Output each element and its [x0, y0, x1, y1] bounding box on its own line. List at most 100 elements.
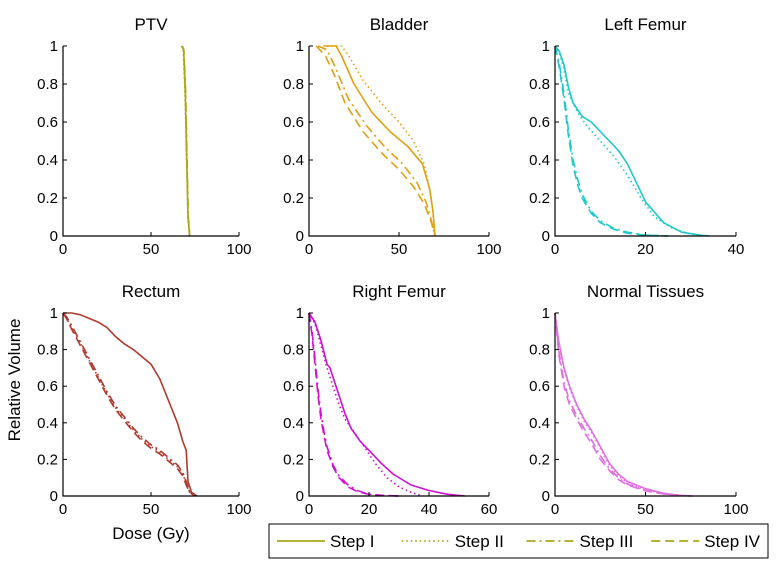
y-tick-label: 0.6: [283, 114, 304, 131]
series-line-step-iv: [181, 45, 191, 237]
y-tick-label: 1: [50, 305, 58, 322]
axes-spine: [62, 313, 239, 497]
axes-spine: [308, 313, 489, 497]
y-tick-label: 0.2: [283, 190, 304, 207]
panel-title: PTV: [134, 15, 168, 34]
series-line-step-i: [554, 45, 709, 237]
legend: Step I Step II Step III Step IV: [268, 523, 769, 559]
y-tick-label: 0.4: [529, 415, 550, 432]
series-line-step-ii: [554, 312, 693, 497]
y-tick-label: 0.4: [37, 415, 58, 432]
x-tick-label: 20: [361, 501, 378, 518]
x-tick-label: 40: [421, 501, 438, 518]
y-tick-label: 0.2: [529, 190, 550, 207]
y-tick-label: 0.8: [283, 76, 304, 93]
panel-rectum: 0 50 100 0 0.2 0.4 0.6 0.8 1 Rectum Dose (Gy) Relat…: [5, 282, 252, 543]
x-tick-label: 50: [143, 501, 160, 518]
x-tick-label: 20: [637, 241, 654, 258]
panel-left-femur: 0 20 40 0 0.2 0.4 0.6 0.8 1 Left Femur: [529, 15, 744, 258]
y-tick-label: 0.8: [37, 76, 58, 93]
y-tick-label: 0.8: [529, 342, 550, 359]
series-line-step-iv: [308, 312, 400, 497]
y-tick-label: 0.4: [37, 152, 58, 169]
y-tick-label: 0.8: [37, 342, 58, 359]
series-line-step-iv: [62, 312, 196, 497]
series-line-step-i: [323, 45, 436, 237]
x-tick-label: 0: [305, 501, 313, 518]
series-line-step-iii: [181, 45, 191, 237]
y-tick-label: 0: [296, 228, 304, 245]
legend-label: Step I: [330, 532, 374, 551]
series-line-step-i: [308, 312, 466, 497]
x-tick-label: 0: [59, 241, 67, 258]
series-line-step-ii: [308, 312, 424, 497]
panel-bladder: 0 50 100 0 0.2 0.4 0.6 0.8 1 Bladder: [283, 15, 501, 258]
axes-spine: [554, 313, 736, 497]
x-tick-label: 50: [637, 501, 654, 518]
x-tick-label: 100: [226, 501, 251, 518]
y-tick-label: 1: [542, 305, 550, 322]
panel-title: Rectum: [122, 282, 181, 301]
panel-right-femur: 0 20 40 60 0 0.2 0.4 0.6 0.8 1 Right Femur: [283, 282, 497, 518]
y-tick-label: 0: [296, 488, 304, 505]
y-tick-label: 1: [50, 38, 58, 55]
y-tick-label: 0: [50, 228, 58, 245]
y-tick-label: 0.4: [283, 152, 304, 169]
y-tick-label: 0.2: [37, 451, 58, 468]
series-line-step-i: [63, 312, 198, 497]
x-tick-label: 100: [226, 241, 251, 258]
series-line-step-iii: [308, 312, 400, 497]
x-tick-label: 100: [723, 501, 748, 518]
axes-spine: [308, 46, 489, 237]
panel-title: Bladder: [370, 15, 429, 34]
series-line-step-iv: [315, 45, 436, 237]
x-tick-label: 50: [391, 241, 408, 258]
series-line-step-ii: [62, 312, 196, 497]
panel-title: Normal Tissues: [587, 282, 704, 301]
y-tick-label: 0.6: [529, 378, 550, 395]
y-axis-label: Relative Volume: [5, 319, 24, 442]
legend-label: Step II: [455, 532, 504, 551]
y-tick-label: 0.8: [283, 342, 304, 359]
x-tick-label: 0: [305, 241, 313, 258]
y-tick-label: 0.6: [37, 378, 58, 395]
series-line-step-iii: [317, 45, 436, 237]
panel-normal-tissues: 0 50 100 0 0.2 0.4 0.6 0.8 1 Normal Tissues: [529, 282, 748, 518]
panel-ptv: 0 50 100 0 0.2 0.4 0.6 0.8 1 PTV: [37, 15, 251, 258]
series-line-step-ii: [327, 45, 436, 237]
y-tick-label: 0: [542, 228, 550, 245]
y-tick-label: 1: [296, 38, 304, 55]
legend-label: Step IV: [704, 532, 760, 551]
x-tick-label: 0: [551, 241, 559, 258]
y-tick-label: 0.4: [283, 415, 304, 432]
panel-title: Left Femur: [604, 15, 687, 34]
series-line-step-iv: [554, 312, 693, 497]
y-tick-label: 0.2: [529, 451, 550, 468]
y-tick-label: 0: [50, 488, 58, 505]
y-tick-label: 0.6: [283, 378, 304, 395]
x-tick-label: 60: [481, 501, 498, 518]
y-tick-label: 1: [542, 38, 550, 55]
y-tick-label: 1: [296, 305, 304, 322]
x-tick-label: 100: [476, 241, 501, 258]
x-tick-label: 0: [59, 501, 67, 518]
y-tick-label: 0: [542, 488, 550, 505]
x-tick-label: 40: [728, 241, 745, 258]
series-line-step-i: [554, 312, 693, 497]
y-tick-label: 0.2: [283, 451, 304, 468]
axes-spine: [62, 46, 239, 237]
y-tick-label: 0.2: [37, 190, 58, 207]
series-line-step-iii: [554, 312, 693, 497]
panel-title: Right Femur: [352, 282, 446, 301]
y-tick-label: 0.6: [37, 114, 58, 131]
series-line-step-iv: [554, 45, 669, 237]
y-tick-label: 0.6: [529, 114, 550, 131]
series-line-step-iii: [554, 45, 669, 237]
series-line-step-iii: [62, 312, 196, 497]
x-axis-label: Dose (Gy): [112, 524, 189, 543]
legend-label: Step III: [580, 532, 634, 551]
y-tick-label: 0.8: [529, 76, 550, 93]
axes-spine: [554, 46, 736, 237]
y-tick-label: 0.4: [529, 152, 550, 169]
